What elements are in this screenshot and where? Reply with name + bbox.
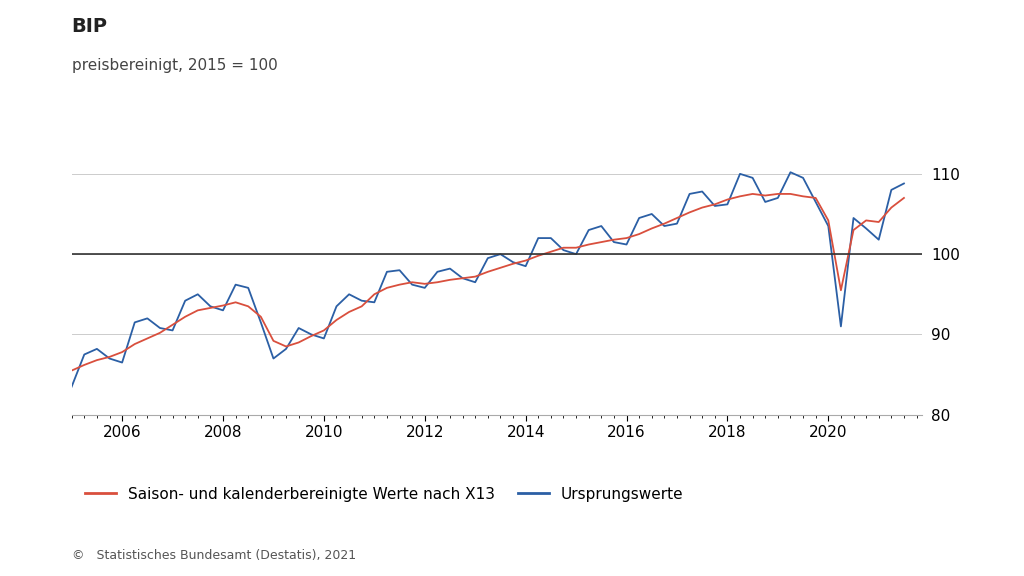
Legend: Saison- und kalenderbereinigte Werte nach X13, Ursprungswerte: Saison- und kalenderbereinigte Werte nac… — [79, 480, 689, 508]
Text: preisbereinigt, 2015 = 100: preisbereinigt, 2015 = 100 — [72, 58, 278, 73]
Text: ©   Statistisches Bundesamt (Destatis), 2021: © Statistisches Bundesamt (Destatis), 20… — [72, 548, 355, 562]
Text: BIP: BIP — [72, 17, 108, 36]
